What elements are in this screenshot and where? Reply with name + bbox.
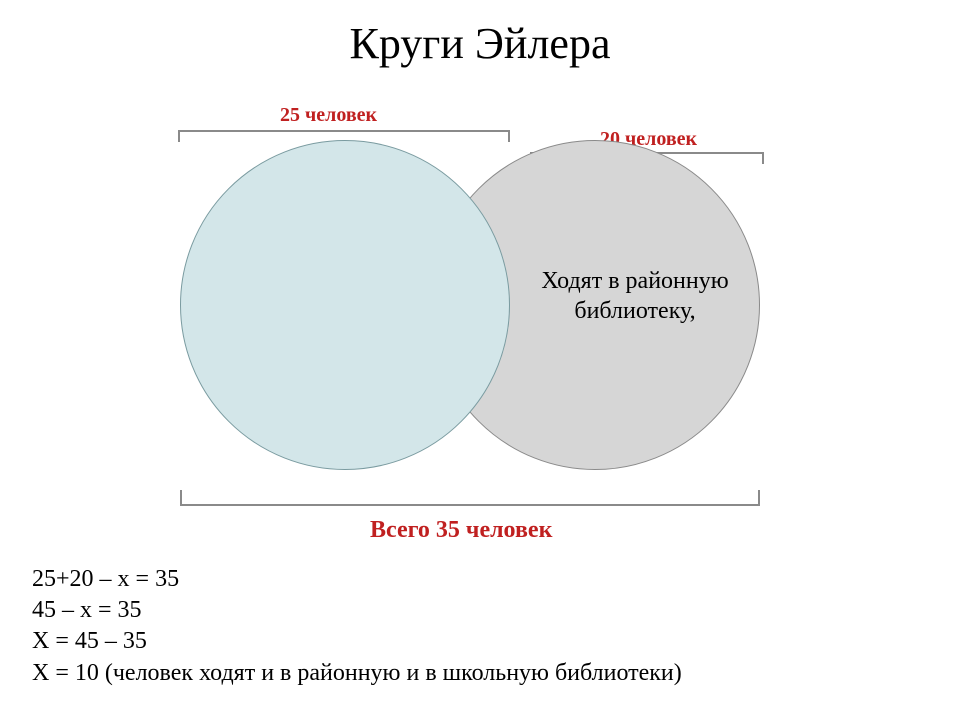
equation-line: Х = 45 – 35	[32, 626, 682, 657]
equation-line: Х = 10 (человек ходят и в районную и в ш…	[32, 658, 682, 689]
equation-line: 25+20 – х = 35	[32, 564, 682, 595]
total-label: Всего 35 человек	[370, 517, 552, 544]
total-bracket	[180, 486, 760, 506]
equations-block: 25+20 – х = 35 45 – х = 35 Х = 45 – 35 Х…	[32, 564, 682, 689]
equation-line: 45 – х = 35	[32, 595, 682, 626]
left-count-label: 25 человек	[280, 104, 377, 127]
left-circle	[180, 140, 510, 470]
venn-diagram: 25 человек 20 человек Ходят только школь…	[150, 130, 810, 510]
page-title: Круги Эйлера	[0, 18, 960, 69]
right-circle-label: Ходят в районную библиотеку,	[525, 266, 745, 326]
